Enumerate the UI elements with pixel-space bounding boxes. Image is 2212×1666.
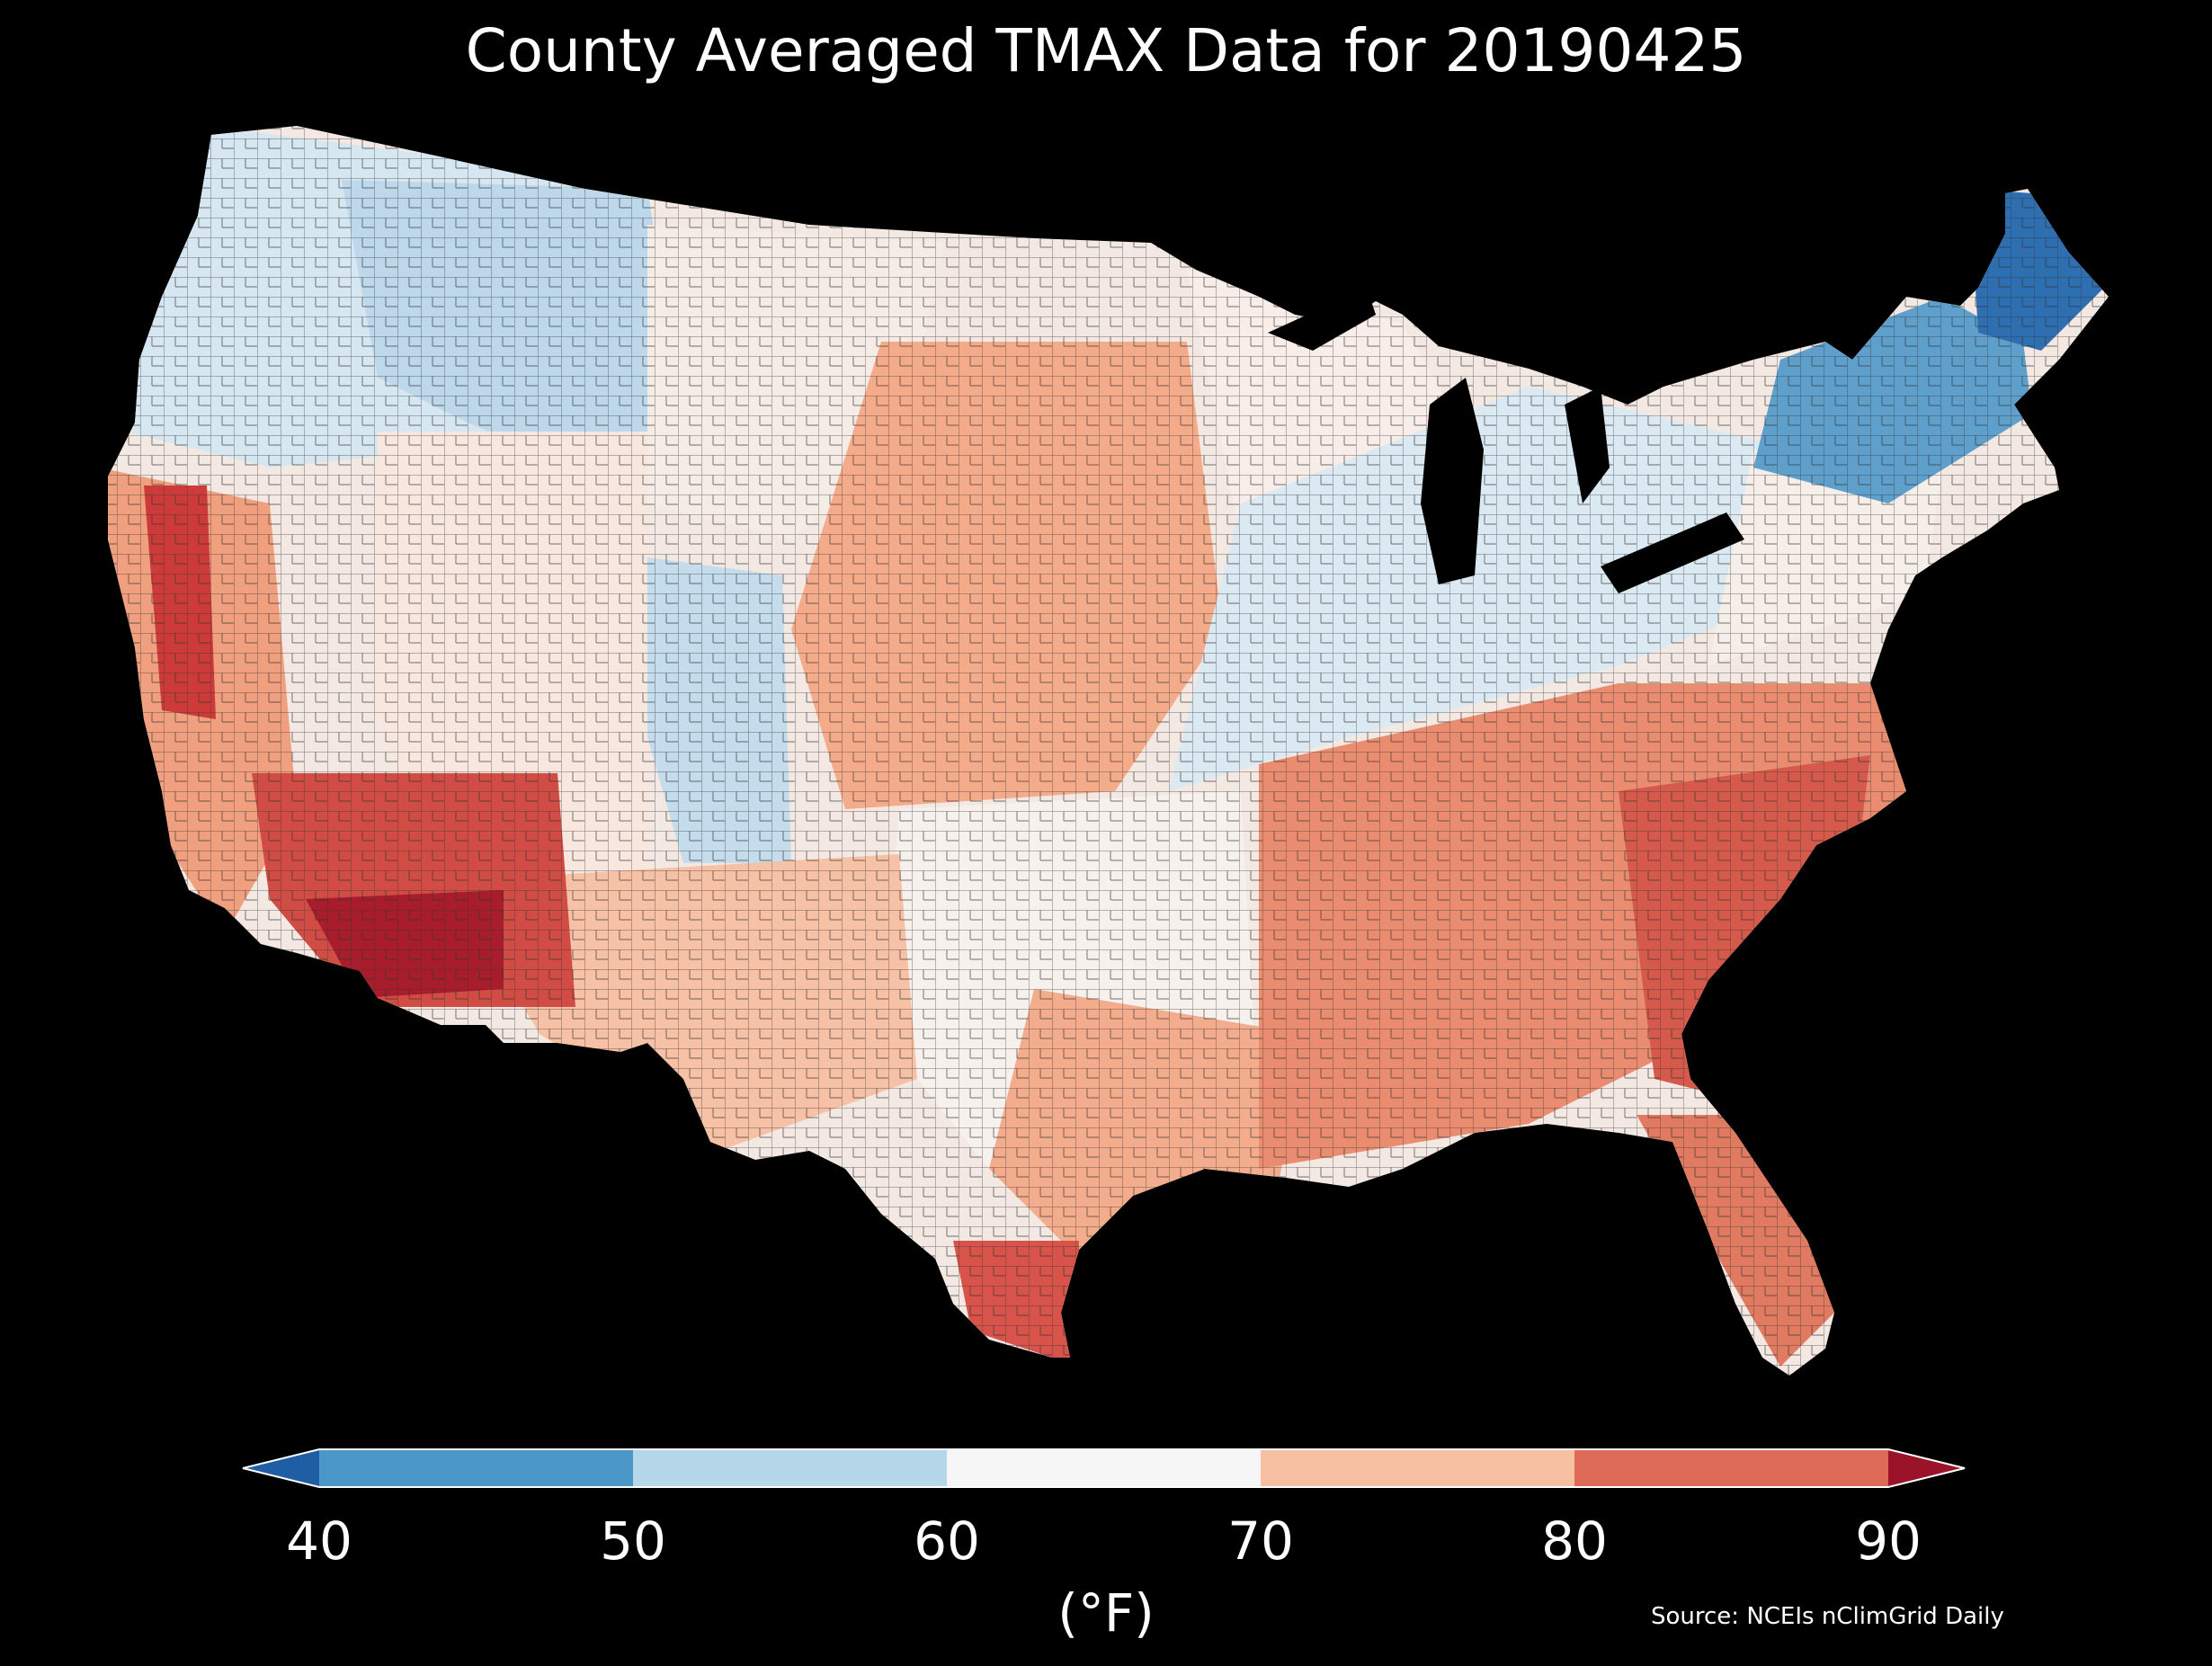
- colorbar-bin-40-50: [319, 1449, 634, 1487]
- colorbar-bin-60-70: [947, 1449, 1262, 1487]
- colorbar-bin-70-80: [1261, 1449, 1575, 1487]
- colorbar-unit-label: (°F): [1057, 1582, 1155, 1644]
- colorbar-over-arrow: [1888, 1449, 1965, 1487]
- colorbar-under-arrow: [243, 1449, 319, 1487]
- map-title: County Averaged TMAX Data for 20190425: [465, 16, 1747, 85]
- colorbar-tick-label: 40: [286, 1510, 352, 1572]
- great-lakes: [1268, 288, 1744, 593]
- source-label: Source: NCEIs nClimGrid Daily: [1651, 1603, 2004, 1630]
- colorbar-bin-50-60: [633, 1449, 948, 1487]
- colorbar-tick-label: 50: [600, 1510, 666, 1572]
- colorbar-tick-label: 90: [1855, 1510, 1922, 1572]
- colorbar-tick-label: 70: [1227, 1510, 1294, 1572]
- colorbar-tick-label: 80: [1541, 1510, 1608, 1572]
- colorbar-bin-80-90: [1574, 1449, 1889, 1487]
- colorbar-tick-label: 60: [914, 1510, 980, 1572]
- colorbar-outline: [242, 1448, 1966, 1488]
